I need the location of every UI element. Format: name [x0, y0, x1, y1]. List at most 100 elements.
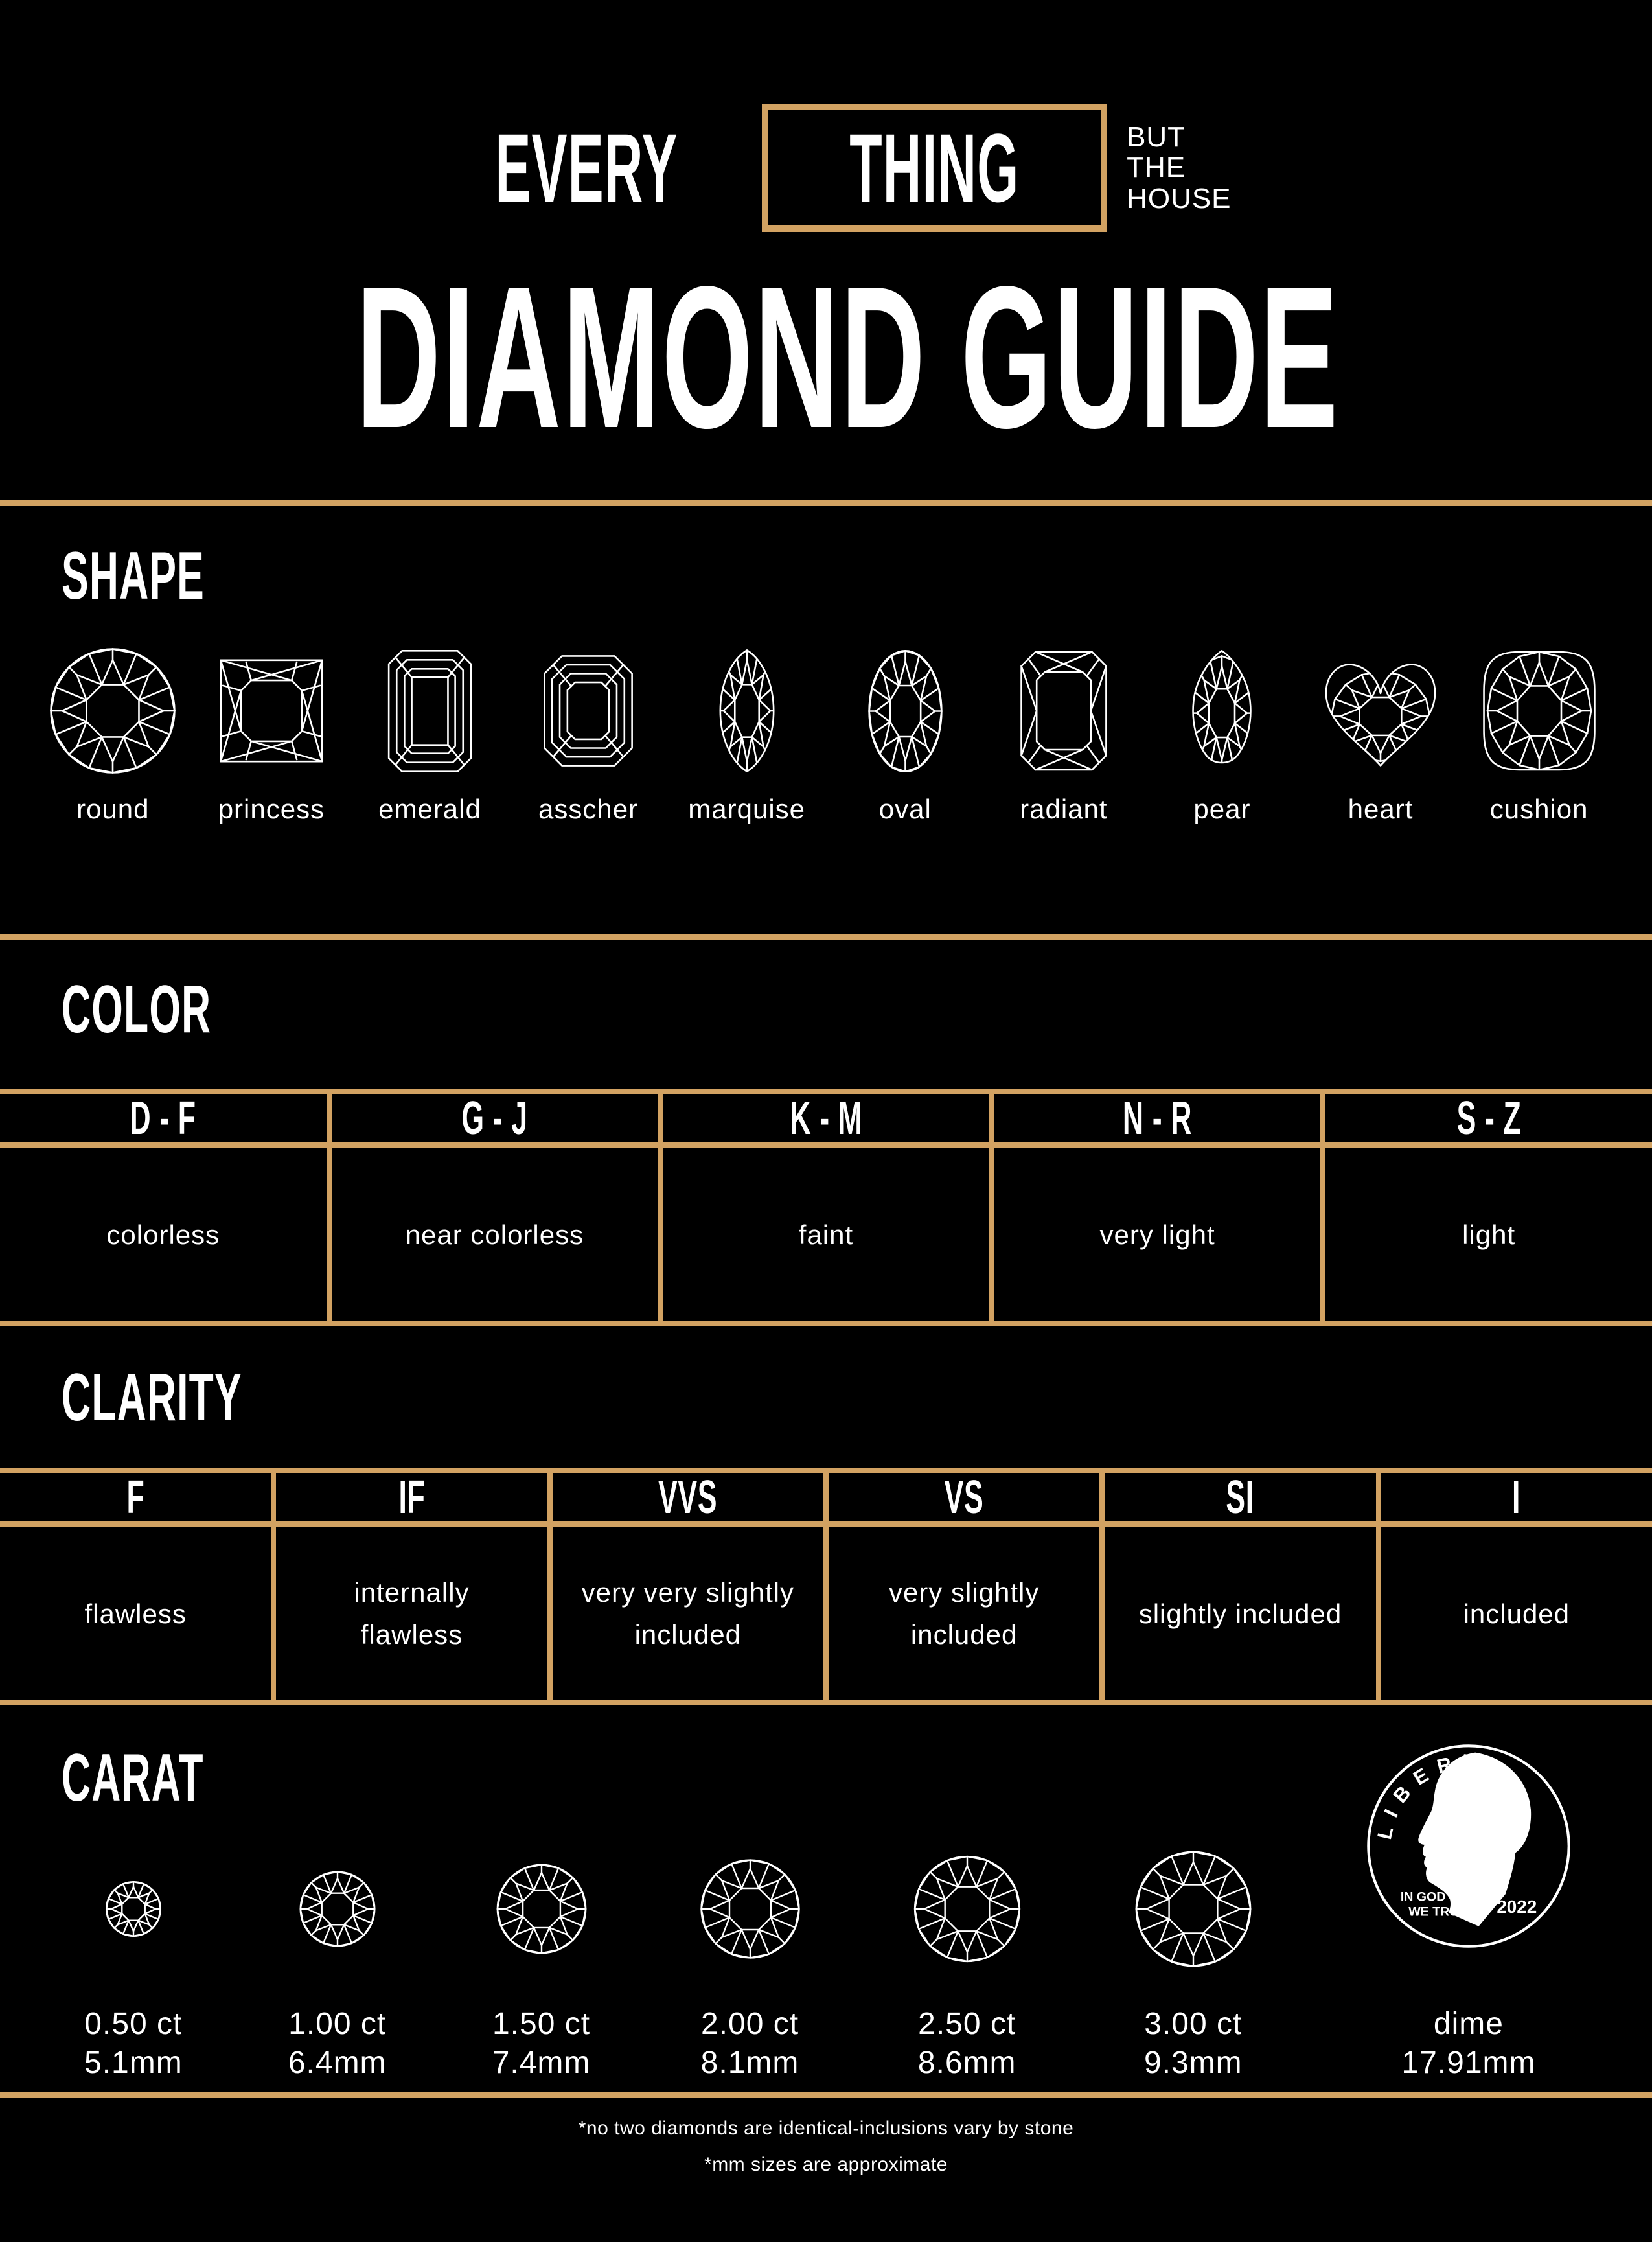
carat-size-icon: [493, 1821, 590, 1997]
heart-diamond-icon: [1320, 651, 1441, 771]
brand-gold-box: THING: [762, 104, 1108, 232]
clarity-column: I included: [1381, 1468, 1652, 1700]
shape-label: cushion: [1489, 794, 1589, 825]
clarity-column: F flawless: [0, 1468, 277, 1700]
shape-label: princess: [218, 794, 325, 825]
carat-weight-label: 0.50 ct: [84, 2007, 183, 2042]
carat-mm-label: 6.4mm: [288, 2046, 387, 2081]
diamond-shape-icon: [216, 640, 327, 782]
footnote-inclusions: *no two diamonds are identical-inclusion…: [578, 2118, 1074, 2140]
color-section: COLOR D - F colorless G - J near colorle…: [0, 976, 1652, 1327]
shape-item: radiant: [985, 640, 1143, 826]
carat-mm-label: 8.1mm: [700, 2046, 799, 2081]
carat-size-icon: [104, 1821, 163, 1997]
color-grade-header: D - F: [0, 1089, 327, 1149]
carat-weight-label: 1.50 ct: [492, 2007, 591, 2042]
round-brilliant-icon: [910, 1851, 1025, 1967]
brand-logo: EVERY THING BUT THE HOUSE: [0, 104, 1652, 232]
carat-weight-label: dime: [1433, 2007, 1504, 2042]
shape-item: round: [34, 640, 192, 826]
tagline-line: THE: [1127, 152, 1186, 184]
shape-label: asscher: [538, 794, 639, 825]
shape-label: marquise: [688, 794, 806, 825]
emerald-diamond-icon: [363, 645, 496, 778]
diamond-shape-icon: [999, 640, 1129, 782]
clarity-grade-desc: very very slightly included: [581, 1577, 795, 1650]
tagline-line: HOUSE: [1127, 182, 1232, 214]
asscher-diamond-icon: [528, 651, 648, 771]
clarity-grade-header: IF: [276, 1468, 547, 1528]
carat-row: 0.50 ct 5.1mm 1.00 ct 6.4mm 1.50 ct 7.4m…: [0, 1744, 1652, 2080]
color-column: K - M faint: [663, 1089, 994, 1321]
color-grade-header: G - J: [331, 1089, 658, 1149]
shape-label: heart: [1348, 794, 1414, 825]
round-brilliant-icon: [297, 1868, 378, 1950]
color-grade-header: N - R: [994, 1089, 1321, 1149]
oval-diamond-icon: [839, 645, 972, 778]
svg-text:2022: 2022: [1497, 1897, 1537, 1917]
carat-item: 2.50 ct 8.6mm: [910, 1821, 1025, 2080]
carat-mm-label: 5.1mm: [84, 2046, 183, 2081]
clarity-section: CLARITY F flawless IF internally flawles…: [0, 1364, 1652, 1706]
clarity-grade-desc: internally flawless: [354, 1577, 470, 1650]
footnote-sizes: *mm sizes are approximate: [704, 2153, 948, 2175]
carat-size-icon: [1130, 1821, 1256, 1997]
carat-item: 0.50 ct 5.1mm: [84, 1821, 183, 2080]
round-brilliant-icon: [493, 1860, 590, 1958]
round-diamond-icon: [45, 643, 181, 779]
clarity-grade-header: VVS: [552, 1468, 823, 1528]
clarity-column: VS very slightly included: [828, 1468, 1105, 1700]
carat-weight-label: 1.00 ct: [288, 2007, 387, 2042]
clarity-grade-desc: included: [1463, 1598, 1570, 1629]
diamond-shape-icon: [1320, 640, 1441, 782]
shape-label: oval: [878, 794, 932, 825]
marquise-diamond-icon: [680, 644, 814, 778]
clarity-grade-header: SI: [1105, 1468, 1376, 1528]
radiant-diamond-icon: [999, 646, 1129, 776]
carat-size-icon: [910, 1821, 1025, 1997]
clarity-grade-desc: slightly included: [1138, 1598, 1342, 1629]
footnotes: *no two diamonds are identical-inclusion…: [0, 2110, 1652, 2182]
shape-item: heart: [1302, 640, 1460, 826]
svg-text:IN GOD: IN GOD: [1401, 1890, 1446, 1904]
shape-heading: SHAPE: [62, 538, 205, 614]
clarity-column: SI slightly included: [1105, 1468, 1381, 1700]
diamond-shape-icon: [839, 640, 972, 782]
brand-word-every: EVERY: [495, 113, 679, 222]
round-brilliant-icon: [1130, 1846, 1256, 1972]
shape-row: round princess emerald asscher marquise: [0, 640, 1652, 826]
carat-item: 2.00 ct 8.1mm: [696, 1821, 804, 2080]
pear-diamond-icon: [1157, 646, 1287, 776]
color-table: D - F colorless G - J near colorless K -…: [0, 1089, 1652, 1327]
shape-label: emerald: [378, 794, 481, 825]
shape-section: SHAPE round princess emerald asscher: [0, 542, 1652, 879]
carat-size-icon: [696, 1821, 804, 1997]
clarity-column: VVS very very slightly included: [552, 1468, 829, 1700]
page-title: DIAMOND GUIDE: [356, 245, 1340, 470]
color-grade-desc: very light: [1099, 1219, 1215, 1250]
divider: [0, 934, 1652, 940]
carat-heading: CARAT: [62, 1740, 204, 1816]
tagline-line: BUT: [1127, 121, 1186, 153]
brand-word-thing: THING: [849, 113, 1020, 222]
diamond-shape-icon: [528, 640, 648, 782]
color-grade-header: K - M: [663, 1089, 989, 1149]
clarity-grade-header: I: [1381, 1468, 1652, 1528]
color-grade-desc: colorless: [106, 1219, 220, 1250]
shape-item: asscher: [509, 640, 668, 826]
color-column: G - J near colorless: [331, 1089, 663, 1321]
carat-item: 3.00 ct 9.3mm: [1130, 1821, 1256, 2080]
carat-item: 1.00 ct 6.4mm: [288, 1821, 387, 2080]
shape-label: pear: [1193, 794, 1251, 825]
color-column: N - R very light: [994, 1089, 1326, 1321]
clarity-grade-desc: very slightly included: [888, 1577, 1040, 1650]
divider: [0, 2092, 1652, 2098]
divider: [0, 500, 1652, 507]
cushion-diamond-icon: [1474, 646, 1604, 776]
shape-label: round: [76, 794, 150, 825]
carat-weight-label: 3.00 ct: [1144, 2007, 1243, 2042]
diamond-guide-poster: { "colors":{"background":"#000000","acce…: [0, 104, 1652, 2242]
clarity-column: IF internally flawless: [276, 1468, 553, 1700]
